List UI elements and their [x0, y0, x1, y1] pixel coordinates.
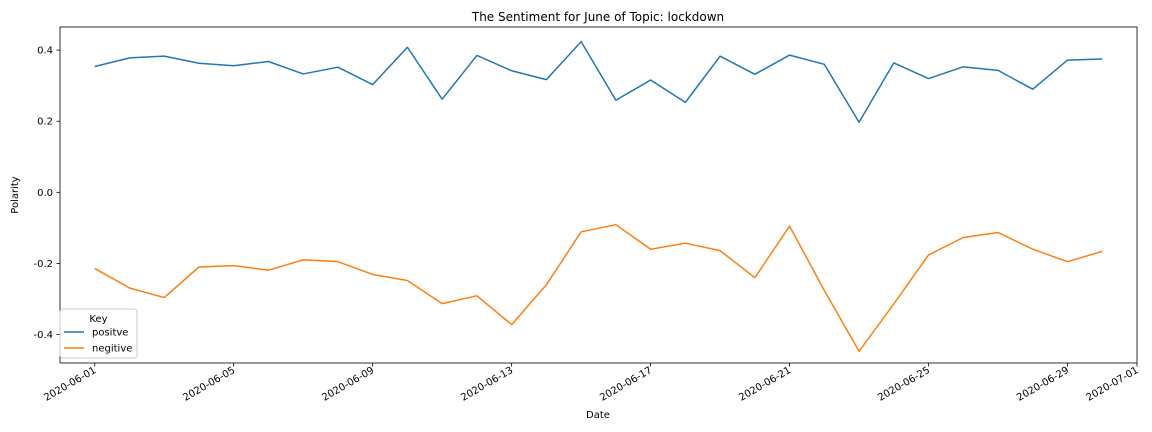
x-tick-label: 2020-06-21	[737, 365, 793, 404]
legend: Key positve negitive	[59, 308, 138, 359]
axes-frame	[59, 26, 1138, 364]
plot-area: -0.4 -0.2 0.0 0.2 0.4 2020-06-01 2020-06-05 202…	[33, 26, 1141, 404]
legend-box	[59, 308, 138, 359]
y-tick-label: 0.2	[37, 117, 53, 128]
series-line-positve	[94, 40, 1103, 124]
legend-title: Key	[89, 314, 107, 325]
y-tick-label: 0.0	[37, 188, 53, 199]
x-tick-label: 2020-06-13	[459, 365, 515, 404]
series-line-negitive	[94, 223, 1103, 353]
x-tick-label: 2020-07-01	[1085, 365, 1141, 404]
legend-label-negitive: negitive	[92, 344, 132, 355]
x-tick-label: 2020-06-01	[42, 365, 98, 404]
chart-title: The Sentiment for June of Topic: lockdow…	[471, 10, 724, 24]
x-tick-label: 2020-06-09	[320, 365, 376, 404]
y-tick-label: 0.4	[37, 46, 53, 57]
x-tick-label: 2020-06-17	[598, 365, 654, 404]
x-tick-label: 2020-06-25	[876, 365, 932, 404]
y-tick-label: -0.4	[33, 330, 53, 341]
x-tick-label: 2020-06-29	[1015, 365, 1071, 404]
y-axis-label: Polarity	[10, 176, 21, 214]
x-tick-label: 2020-06-05	[181, 365, 237, 404]
x-axis-label: Date	[586, 410, 610, 421]
y-tick-label: -0.2	[33, 259, 53, 270]
legend-label-positve: positve	[92, 328, 128, 339]
